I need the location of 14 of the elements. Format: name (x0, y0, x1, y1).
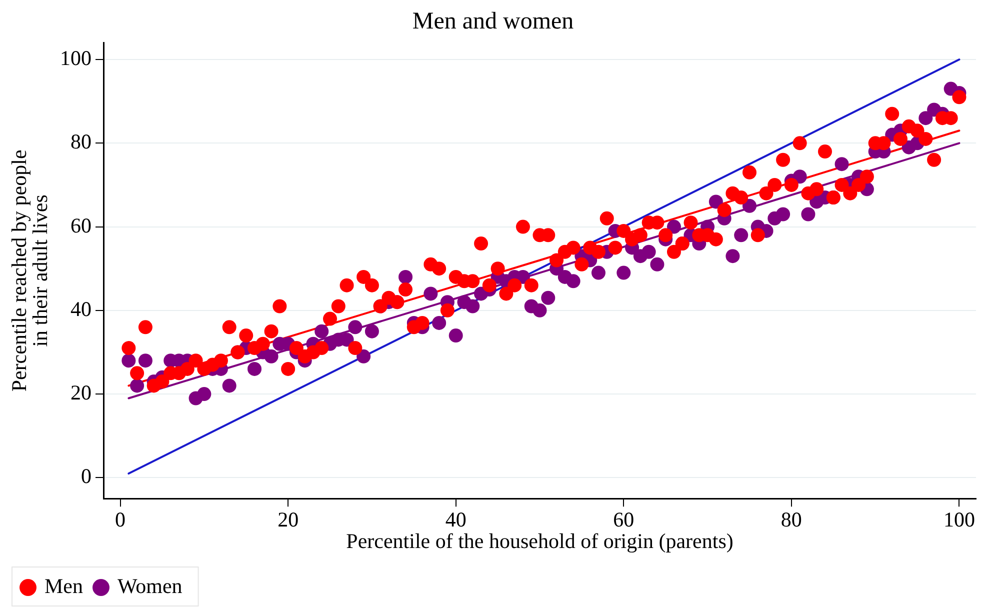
y-tick-label: 60 (70, 213, 92, 238)
x-tick-label: 20 (278, 508, 299, 532)
y-tick-label: 0 (81, 464, 92, 488)
y-tick-label: 20 (70, 380, 92, 405)
y-tick-label: 100 (60, 46, 92, 70)
legend-label: Men (44, 574, 84, 598)
y-tick-label: 80 (70, 130, 92, 154)
x-tick-label: 80 (780, 508, 802, 532)
x-tick-label: 0 (115, 508, 126, 532)
chart-title: Men and women (412, 8, 574, 35)
y-tick-label: 40 (70, 296, 92, 321)
legend-label: Women (117, 574, 183, 598)
y-axis-title: Percentile reached by people in their adult lives (7, 150, 52, 392)
x-tick-label: 100 (943, 508, 975, 532)
